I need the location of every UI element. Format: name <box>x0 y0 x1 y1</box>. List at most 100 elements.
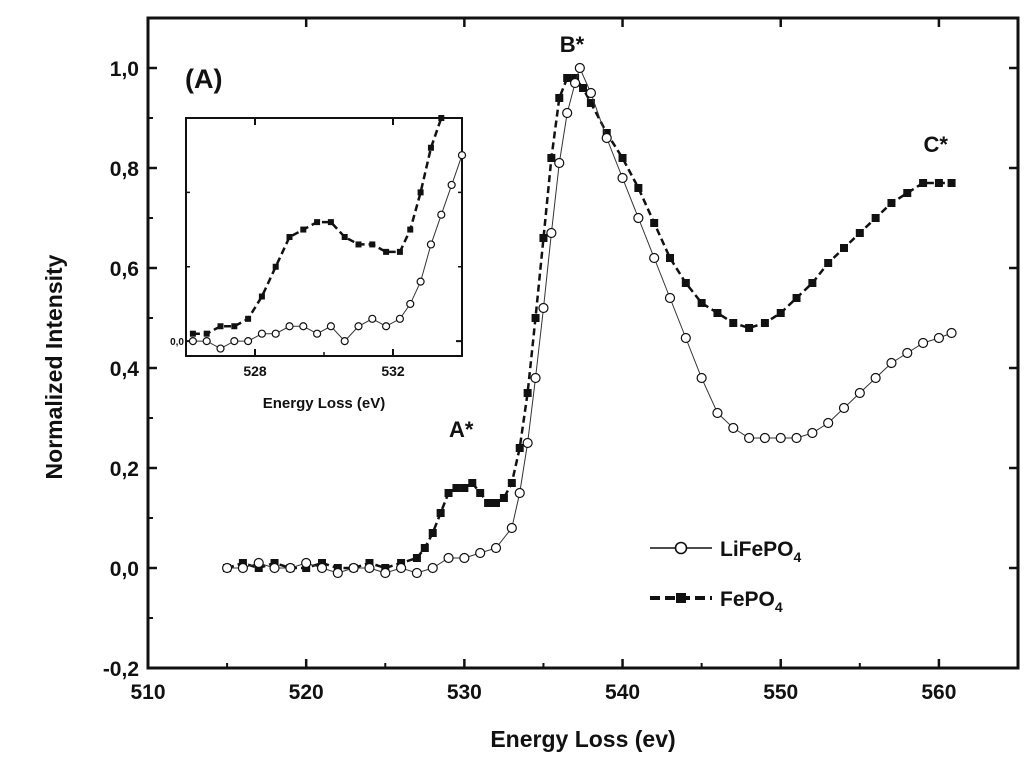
data-point-circle <box>649 252 660 264</box>
y-tick-label: 0,2 <box>110 458 139 481</box>
data-point-circle <box>574 62 585 74</box>
data-point-square <box>539 234 548 242</box>
data-point-circle <box>443 552 454 564</box>
annotation-label: C* <box>924 132 949 157</box>
data-point-square <box>492 499 500 507</box>
data-point-circle <box>946 327 957 339</box>
data-point-circle <box>426 240 436 249</box>
data-point-square <box>231 323 238 330</box>
data-point-square <box>697 299 706 307</box>
data-point-square <box>258 293 265 300</box>
data-point-circle <box>257 329 266 338</box>
data-point-circle <box>416 277 425 286</box>
data-point-square <box>792 294 801 302</box>
data-point-circle <box>253 557 264 569</box>
data-point-square <box>341 234 348 240</box>
annotation-label: B* <box>560 32 585 57</box>
data-point-circle <box>285 562 296 574</box>
data-point-square <box>444 489 453 497</box>
y-tick-label: 0,8 <box>110 158 140 181</box>
data-point-circle <box>354 322 363 331</box>
data-point-circle <box>823 417 834 429</box>
data-point-circle <box>933 332 945 344</box>
data-point-circle <box>313 329 322 338</box>
y-tick-label: 1,0 <box>110 58 139 81</box>
data-point-square <box>523 389 532 397</box>
series-lifepo <box>221 62 957 579</box>
data-point-circle <box>522 437 533 449</box>
series-line <box>226 76 952 570</box>
data-point-square <box>681 279 690 287</box>
main-plot-frame <box>146 16 1020 670</box>
data-point-circle <box>554 157 565 169</box>
data-point-circle <box>368 314 377 323</box>
data-point-square <box>634 184 643 192</box>
data-point-circle <box>838 402 850 414</box>
data-point-square <box>650 219 659 227</box>
data-point-square <box>808 279 817 287</box>
data-point-circle <box>216 344 225 353</box>
data-point-circle <box>759 432 771 444</box>
legend-marker-circle <box>674 541 688 555</box>
data-point-square <box>300 226 307 233</box>
data-point-square <box>729 319 738 327</box>
data-point-circle <box>514 487 525 499</box>
data-point-square <box>217 323 224 330</box>
data-point-square <box>776 309 785 317</box>
data-point-circle <box>326 322 335 331</box>
x-tick-label: 560 <box>921 681 956 704</box>
data-point-circle <box>633 212 644 224</box>
data-point-square <box>871 214 880 222</box>
data-point-circle <box>490 542 502 554</box>
data-point-circle <box>680 332 691 344</box>
inset-series-group <box>188 115 467 353</box>
data-point-square <box>407 226 414 233</box>
data-point-square <box>586 99 595 107</box>
main-plot: 510 520 530 540 550 560 -0,2 0,0 0,2 0,4 0,6 0,8 1,0… <box>41 16 1020 752</box>
data-point-square <box>555 94 564 102</box>
data-point-square <box>314 219 321 226</box>
data-point-circle <box>617 172 628 184</box>
data-point-circle <box>382 322 391 331</box>
x-tick-label: 540 <box>605 681 640 704</box>
inset-plot-frame <box>185 117 463 357</box>
data-point-square <box>476 489 485 497</box>
inset-x-tick-label: 528 <box>243 363 267 379</box>
data-point-circle <box>271 329 280 338</box>
data-point-circle <box>664 292 676 304</box>
data-point-square <box>427 144 434 151</box>
inset-axis-ticks: 528 532 0,0 <box>170 118 463 379</box>
data-point-square <box>824 259 833 267</box>
data-point-circle <box>316 562 328 574</box>
annotation-label: A* <box>449 417 474 442</box>
inset-plot: 528 532 0,0 Energy Loss (eV) <box>170 115 467 412</box>
data-point-circle <box>340 337 349 346</box>
data-point-circle <box>917 337 929 349</box>
data-point-circle <box>870 372 881 384</box>
data-point-square <box>515 444 524 452</box>
data-point-circle <box>427 562 438 574</box>
data-point-square <box>713 309 722 317</box>
legend-item: LiFePO4 <box>650 538 802 565</box>
series-lifepo4 <box>188 151 467 353</box>
data-point-circle <box>886 357 897 369</box>
legend-label: LiFePO4 <box>720 538 802 565</box>
x-tick-label: 510 <box>130 681 165 704</box>
data-point-circle <box>585 87 597 99</box>
data-point-circle <box>202 337 211 346</box>
data-point-circle <box>244 337 253 346</box>
data-point-circle <box>791 432 802 444</box>
data-point-square <box>468 479 477 487</box>
data-point-square <box>327 219 334 226</box>
data-point-circle <box>696 372 707 384</box>
data-point-square <box>383 248 390 255</box>
panel-label: (A) <box>185 64 222 94</box>
data-point-circle <box>457 151 467 160</box>
data-point-square <box>355 241 362 248</box>
data-point-square <box>507 479 516 487</box>
series-line <box>227 66 952 574</box>
data-point-square <box>855 229 864 237</box>
data-point-circle <box>530 372 541 384</box>
data-point-circle <box>348 562 359 574</box>
data-point-circle <box>406 299 415 309</box>
